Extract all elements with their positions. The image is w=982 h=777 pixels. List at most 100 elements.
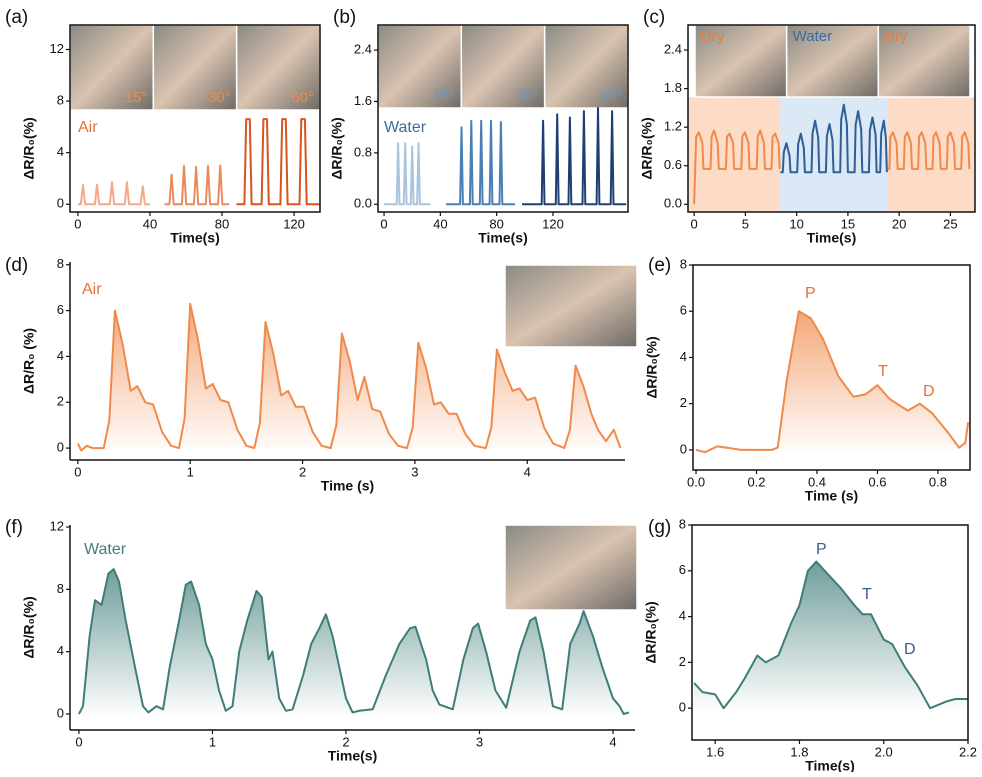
- y-tick-label: 8: [57, 256, 64, 271]
- y-tick-label: 0: [680, 441, 687, 456]
- photo-label: 15°: [433, 87, 456, 104]
- x-axis-label: Time (s): [321, 478, 374, 494]
- x-axis-label: Time(s): [170, 230, 220, 246]
- x-tick-label: 25: [943, 216, 957, 231]
- x-tick-label: 4: [524, 464, 531, 479]
- annotation: T: [862, 586, 872, 603]
- y-axis-label: ΔR/R₀(%): [21, 596, 37, 658]
- line: [384, 143, 430, 204]
- y-axis-label: ΔR/R₀(%): [643, 601, 659, 663]
- line: [522, 108, 626, 204]
- y-tick-label: 0.0: [354, 196, 372, 211]
- x-tick-label: 0.8: [929, 474, 947, 489]
- y-tick-label: 0: [57, 705, 64, 720]
- photo-label: Water: [793, 28, 832, 45]
- y-axis-label: ΔR/R₀(%): [21, 117, 37, 179]
- y-tick-label: 2.4: [664, 41, 682, 56]
- x-tick-label: 10: [789, 216, 803, 231]
- line: [446, 121, 515, 205]
- y-axis-label: ΔR/R₀(%): [329, 117, 345, 179]
- y-tick-label: 0: [57, 196, 64, 211]
- annotation: D: [904, 641, 916, 658]
- x-tick-label: 0: [691, 216, 698, 231]
- panel-label: (e): [648, 255, 671, 276]
- panel-label: (d): [5, 255, 28, 276]
- y-axis-label: ΔR/R₀(%): [639, 117, 655, 179]
- x-axis-label: Time (s): [805, 488, 858, 504]
- x-tick-label: 1.6: [706, 744, 724, 759]
- y-tick-label: 8: [679, 516, 686, 531]
- photo-label: 30°: [208, 89, 231, 106]
- y-tick-label: 6: [680, 303, 687, 318]
- x-tick-label: 0: [75, 734, 82, 749]
- y-tick-label: 4: [57, 643, 64, 658]
- panel-label: (g): [648, 517, 671, 538]
- panel-label: (f): [5, 517, 23, 538]
- y-tick-label: 1.6: [354, 93, 372, 108]
- y-tick-label: 4: [57, 348, 64, 363]
- area: [696, 311, 968, 452]
- figure: (a)15°30°60°0481204080120Time(s)ΔR/R₀(%)…: [0, 0, 982, 772]
- x-tick-label: 0.0: [687, 474, 705, 489]
- photo-label: Dry: [701, 28, 725, 45]
- annotation: Air: [82, 281, 102, 298]
- y-tick-label: 0.6: [664, 157, 682, 172]
- x-axis-label: Time(s): [478, 230, 528, 246]
- photo-label: 15°: [125, 89, 148, 106]
- x-tick-label: 120: [542, 216, 564, 231]
- x-tick-label: 2: [299, 464, 306, 479]
- x-tick-label: 4: [609, 734, 616, 749]
- annotation: T: [878, 363, 888, 380]
- y-axis-label: ΔR/R₀(%): [644, 336, 660, 398]
- x-tick-label: 0.6: [868, 474, 886, 489]
- y-tick-label: 2: [57, 394, 64, 409]
- photo-label: Dry: [884, 28, 908, 45]
- x-axis-label: Time(s): [805, 758, 855, 772]
- x-tick-label: 20: [892, 216, 906, 231]
- y-tick-label: 12: [50, 518, 64, 533]
- y-axis-label: ΔR/R₀ (%): [21, 328, 37, 394]
- y-tick-label: 2: [680, 395, 687, 410]
- y-tick-label: 2: [679, 654, 686, 669]
- y-tick-label: 0.8: [354, 144, 372, 159]
- y-tick-label: 2.4: [354, 41, 372, 56]
- x-tick-label: 3: [411, 464, 418, 479]
- x-tick-label: 40: [143, 216, 157, 231]
- x-axis-label: Time(s): [328, 748, 378, 764]
- annotation: Water: [84, 541, 127, 558]
- line: [164, 166, 229, 205]
- y-tick-label: 8: [57, 93, 64, 108]
- photo: [505, 525, 637, 610]
- x-tick-label: 3: [476, 734, 483, 749]
- y-tick-label: 6: [57, 302, 64, 317]
- photo-label: 60°: [291, 89, 314, 106]
- x-tick-label: 2.2: [959, 744, 977, 759]
- y-tick-label: 0: [679, 700, 686, 715]
- x-tick-label: 2.0: [875, 744, 893, 759]
- annotation: P: [816, 541, 827, 558]
- y-tick-label: 0: [57, 440, 64, 455]
- y-tick-label: 6: [679, 562, 686, 577]
- y-tick-label: 8: [680, 256, 687, 271]
- y-tick-label: 0.0: [664, 196, 682, 211]
- photo: [505, 265, 637, 347]
- photo-label: 30°: [516, 87, 539, 104]
- x-tick-label: 0: [74, 464, 81, 479]
- panel-label: (c): [643, 7, 665, 28]
- y-tick-label: 4: [680, 349, 687, 364]
- x-axis-label: Time(s): [807, 230, 857, 246]
- y-tick-label: 1.2: [664, 119, 682, 134]
- y-tick-label: 4: [57, 144, 64, 159]
- photo-label: 60°: [599, 87, 622, 104]
- x-tick-label: 5: [742, 216, 749, 231]
- y-tick-label: 1.8: [664, 80, 682, 95]
- area: [694, 562, 968, 709]
- annotation: D: [923, 383, 935, 400]
- panel-label: (a): [5, 7, 28, 28]
- annotation: P: [805, 285, 816, 302]
- x-tick-label: 40: [433, 216, 447, 231]
- x-tick-label: 120: [283, 216, 305, 231]
- y-tick-label: 12: [50, 41, 64, 56]
- line: [78, 182, 150, 204]
- annotation: Water: [384, 119, 427, 136]
